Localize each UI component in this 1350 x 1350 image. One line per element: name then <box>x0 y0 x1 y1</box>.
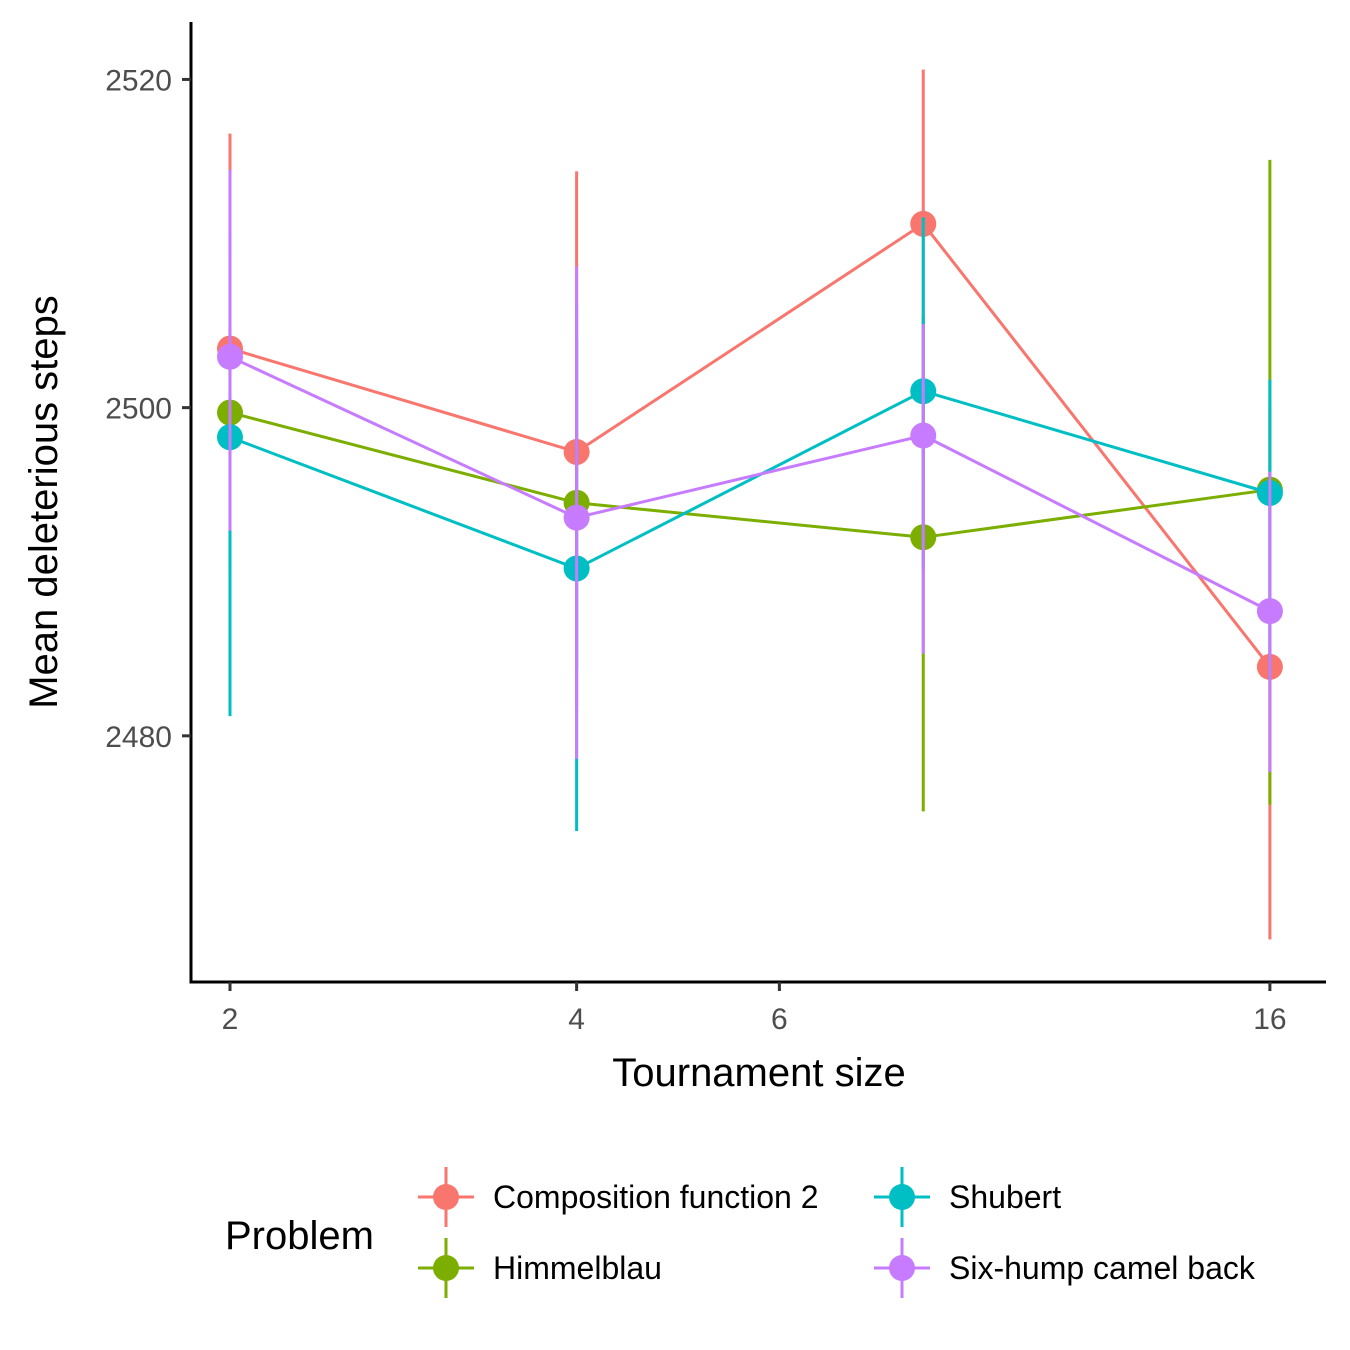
data-point <box>563 504 590 531</box>
x-tick-label: 2 <box>222 1003 239 1036</box>
y-tick-label: 2500 <box>105 393 172 426</box>
series-himmelblau <box>216 159 1283 812</box>
legend-label: Himmelblau <box>493 1250 662 1286</box>
legend-key-point <box>433 1184 459 1210</box>
legend-label: Six-hump camel back <box>949 1250 1256 1286</box>
legend-label: Shubert <box>949 1179 1061 1215</box>
data-point <box>1256 598 1283 625</box>
x-axis-title: Tournament size <box>612 1051 905 1095</box>
legend-item: Himmelblau <box>418 1238 662 1298</box>
series-line <box>229 411 1271 539</box>
legend-label: Composition function 2 <box>493 1179 819 1215</box>
series-line <box>229 355 1271 613</box>
data-point <box>216 343 243 370</box>
legend-item: Six-hump camel back <box>874 1238 1256 1298</box>
x-ticks: 2 4 6 16 <box>222 982 1287 1036</box>
y-ticks: 2480 2500 2520 <box>105 64 191 754</box>
y-axis-title: Mean deleterious steps <box>22 295 66 709</box>
legend-item: Composition function 2 <box>418 1167 819 1227</box>
legend-key-point <box>433 1255 459 1281</box>
data-point <box>910 422 937 449</box>
series-line <box>229 221 1272 668</box>
x-tick-label: 16 <box>1253 1003 1286 1036</box>
legend-item: Shubert <box>874 1167 1061 1227</box>
series-line <box>229 389 1271 571</box>
x-tick-label: 4 <box>568 1003 585 1036</box>
series-shubert <box>216 217 1283 832</box>
legend: Problem Composition function 2 Himmelblau… <box>225 1167 1256 1298</box>
y-tick-label: 2520 <box>105 64 172 97</box>
y-tick-label: 2480 <box>105 721 172 754</box>
x-tick-label: 6 <box>771 1003 788 1036</box>
legend-key-point <box>889 1184 915 1210</box>
series-six-hump-camel-back <box>216 169 1283 772</box>
legend-title: Problem <box>225 1214 374 1258</box>
series-layer <box>216 69 1283 940</box>
plot-area <box>216 69 1283 940</box>
legend-key-point <box>889 1255 915 1281</box>
series-composition-function-2 <box>216 69 1283 940</box>
